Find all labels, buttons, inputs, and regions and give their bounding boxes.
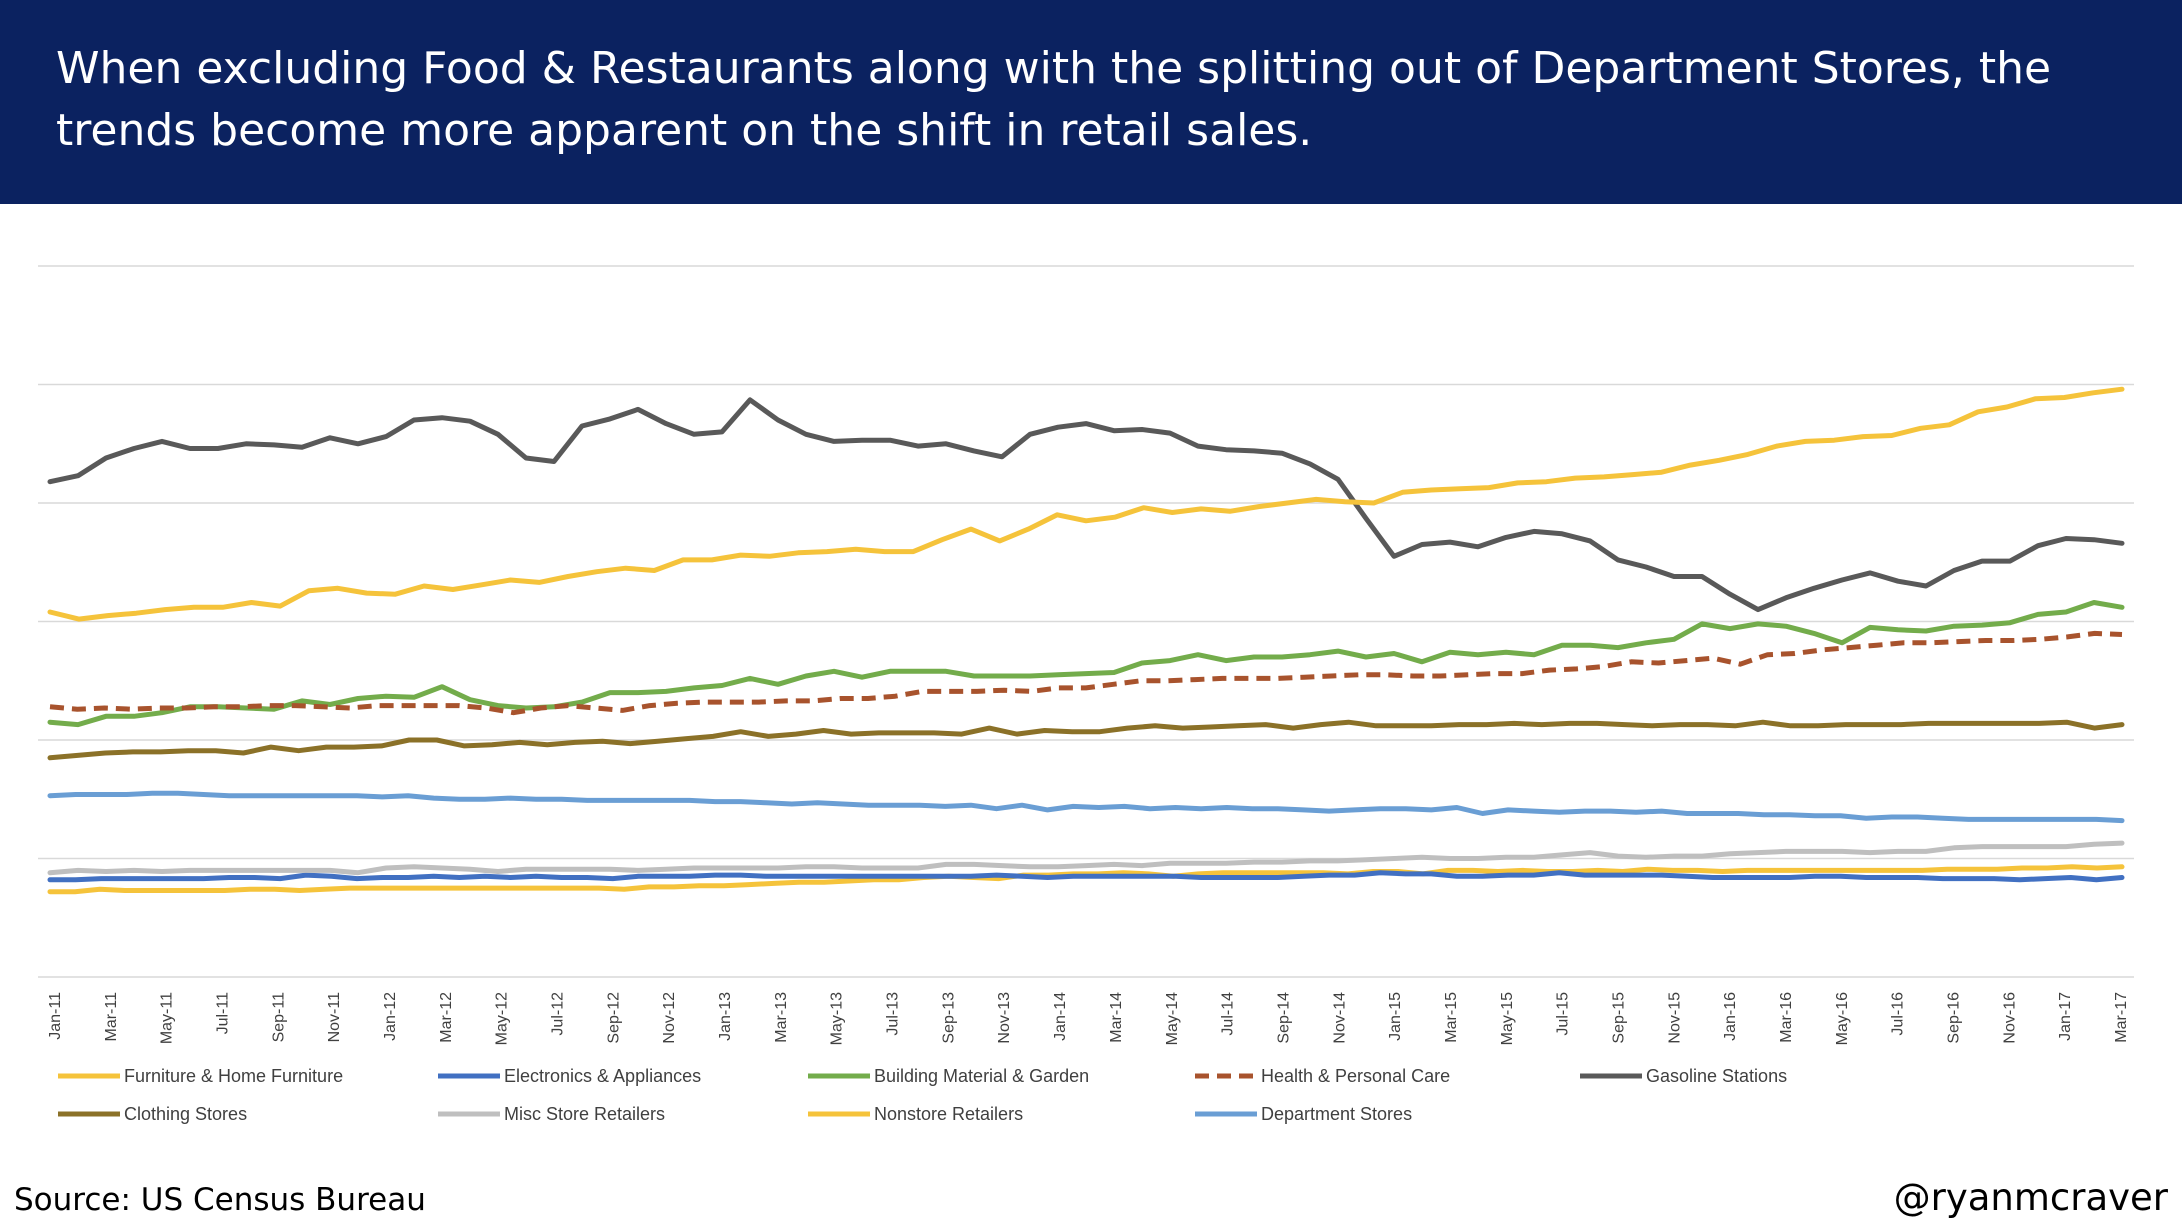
x-tick-label: Sep-11 bbox=[270, 992, 287, 1043]
header-banner: When excluding Food & Restaurants along … bbox=[0, 0, 2182, 204]
x-tick-label: Sep-15 bbox=[1611, 992, 1628, 1044]
series-line-electronics-appliances bbox=[47, 870, 2125, 883]
x-tick-label: Jul-15 bbox=[1555, 992, 1572, 1036]
legend-label: Electronics & Appliances bbox=[504, 1066, 701, 1086]
x-tick-label: Nov-14 bbox=[1331, 992, 1348, 1044]
series-line-gasoline-stations bbox=[47, 397, 2125, 613]
x-tick-label: Mar-17 bbox=[2113, 992, 2130, 1043]
series-line-clothing-stores bbox=[47, 719, 2125, 761]
x-tick-label: Mar-11 bbox=[103, 992, 120, 1042]
legend-label: Misc Store Retailers bbox=[504, 1104, 665, 1124]
x-tick-label: Jan-15 bbox=[1387, 992, 1404, 1041]
series-line-building-material-garden bbox=[47, 600, 2125, 728]
x-tick-label: May-11 bbox=[159, 992, 176, 1044]
series-lines bbox=[47, 386, 2125, 895]
x-tick-label: Nov-12 bbox=[661, 992, 678, 1044]
legend-label: Gasoline Stations bbox=[1646, 1066, 1787, 1086]
legend-label: Department Stores bbox=[1261, 1104, 1412, 1124]
x-tick-label: May-14 bbox=[1164, 992, 1181, 1045]
x-tick-label: Jul-13 bbox=[885, 992, 902, 1036]
x-tick-label: Jan-14 bbox=[1052, 992, 1069, 1041]
source-note: Source: US Census Bureau bbox=[14, 1182, 426, 1218]
legend-label: Health & Personal Care bbox=[1261, 1066, 1450, 1086]
x-tick-label: Jan-11 bbox=[47, 992, 64, 1040]
x-tick-label: May-12 bbox=[494, 992, 511, 1045]
x-tick-label: Jul-16 bbox=[1890, 992, 1907, 1036]
x-tick-label: Sep-14 bbox=[1275, 992, 1292, 1044]
x-tick-label: May-16 bbox=[1834, 992, 1851, 1045]
series-line-misc-store-retailers bbox=[47, 840, 2125, 876]
slide-title: When excluding Food & Restaurants along … bbox=[56, 43, 2052, 156]
x-tick-label: Mar-14 bbox=[1108, 992, 1125, 1043]
x-tick-label: May-13 bbox=[829, 992, 846, 1045]
series-line-nonstore-retailers bbox=[47, 386, 2125, 622]
legend-label: Furniture & Home Furniture bbox=[124, 1066, 343, 1086]
x-tick-label: Jan-16 bbox=[1722, 992, 1739, 1041]
x-tick-label: Nov-13 bbox=[996, 992, 1013, 1044]
x-tick-label: Mar-15 bbox=[1443, 992, 1460, 1043]
x-tick-label: Nov-11 bbox=[326, 992, 343, 1042]
x-tick-label: Jul-14 bbox=[1220, 992, 1237, 1036]
x-axis-tick-labels: Jan-11 Mar-11 May-11 Jul-11 Sep-11 Nov-11 Jan-… bbox=[47, 992, 2130, 1045]
x-tick-label: Jan-12 bbox=[382, 992, 399, 1041]
x-tick-label: Sep-13 bbox=[940, 992, 957, 1044]
series-line-department-stores bbox=[47, 790, 2125, 824]
x-tick-label: Jan-17 bbox=[2057, 992, 2074, 1041]
legend: Furniture & Home Furniture Electronics & … bbox=[58, 1066, 1787, 1124]
author-handle: @ryanmcraver bbox=[1893, 1176, 2168, 1219]
x-tick-label: May-15 bbox=[1499, 992, 1516, 1045]
gridlines bbox=[38, 265, 2134, 978]
legend-label: Clothing Stores bbox=[124, 1104, 247, 1124]
legend-label: Nonstore Retailers bbox=[874, 1104, 1023, 1124]
x-tick-label: Mar-12 bbox=[438, 992, 455, 1043]
x-tick-label: Mar-13 bbox=[773, 992, 790, 1043]
x-tick-label: Jul-12 bbox=[550, 992, 567, 1036]
x-tick-label: Jul-11 bbox=[215, 992, 232, 1034]
x-tick-label: Nov-16 bbox=[2001, 992, 2018, 1044]
x-tick-label: Nov-15 bbox=[1666, 992, 1683, 1044]
x-tick-label: Sep-12 bbox=[605, 992, 622, 1044]
x-tick-label: Mar-16 bbox=[1778, 992, 1795, 1043]
series-line-health-personal-care bbox=[49, 630, 2123, 716]
x-tick-label: Sep-16 bbox=[1946, 992, 1963, 1044]
x-tick-label: Jan-13 bbox=[717, 992, 734, 1041]
legend-label: Building Material & Garden bbox=[874, 1066, 1089, 1086]
